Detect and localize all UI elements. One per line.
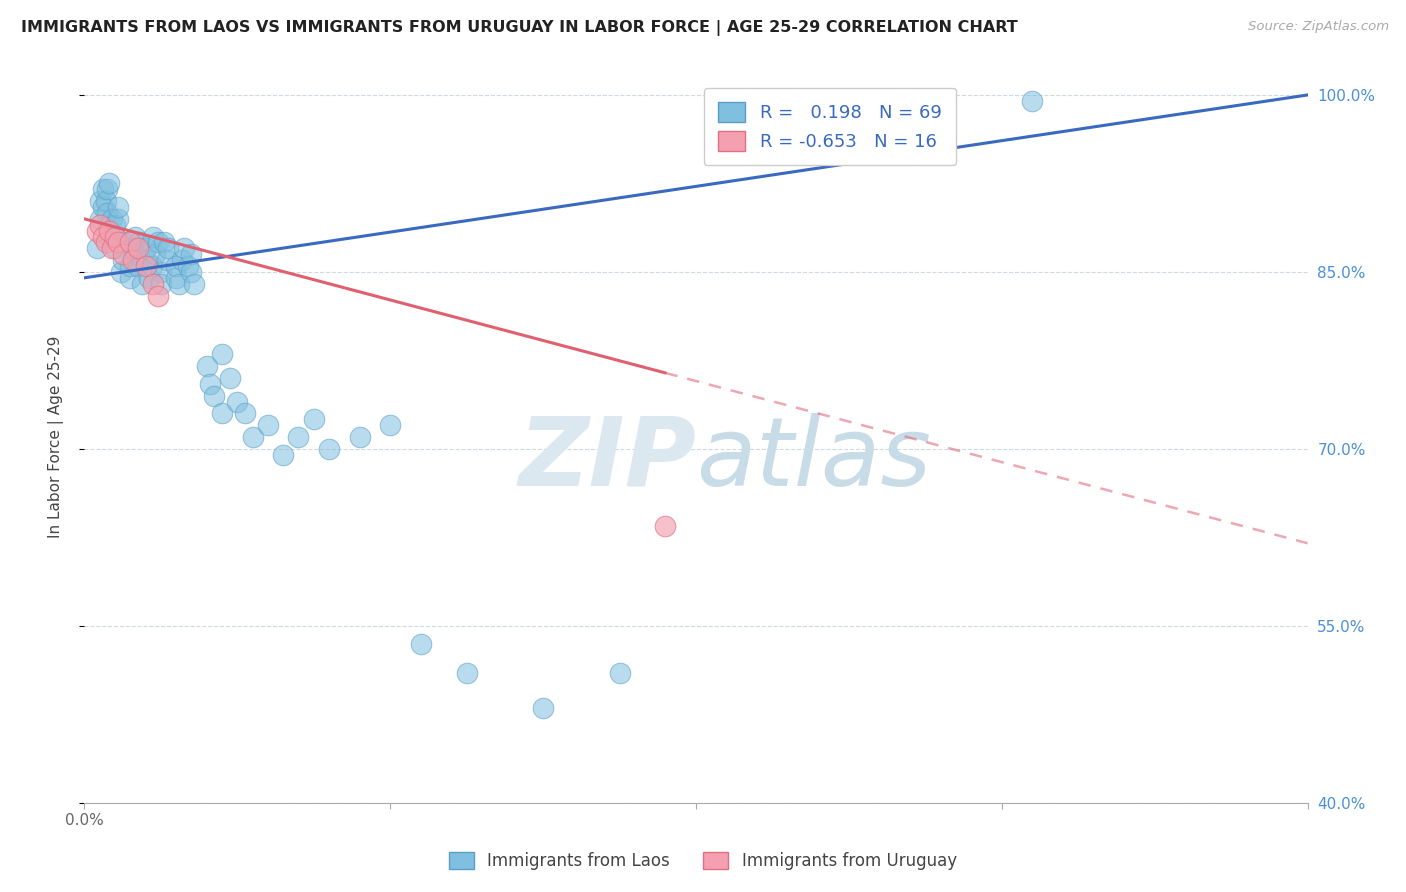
- Point: [104, 218, 127, 232]
- Point: [167, 277, 190, 291]
- Point: [302, 412, 325, 426]
- Point: [180, 247, 202, 261]
- Point: [177, 259, 200, 273]
- Point: [91, 229, 114, 244]
- Point: [120, 259, 142, 273]
- Point: [101, 241, 124, 255]
- Point: [172, 253, 194, 268]
- Point: [104, 241, 127, 255]
- Point: [195, 359, 218, 374]
- Text: Source: ZipAtlas.com: Source: ZipAtlas.com: [1249, 20, 1389, 33]
- Point: [153, 235, 176, 250]
- Point: [97, 177, 120, 191]
- Point: [97, 229, 120, 244]
- Point: [1021, 94, 1043, 108]
- Point: [91, 200, 114, 214]
- Point: [94, 235, 117, 250]
- Point: [165, 270, 187, 285]
- Point: [107, 211, 129, 226]
- Point: [149, 277, 172, 291]
- Point: [380, 418, 402, 433]
- Point: [120, 270, 142, 285]
- Point: [111, 247, 134, 261]
- Point: [143, 247, 166, 261]
- Point: [128, 235, 150, 250]
- Point: [271, 448, 294, 462]
- Point: [111, 253, 134, 268]
- Point: [654, 518, 676, 533]
- Point: [89, 194, 111, 208]
- Point: [287, 430, 309, 444]
- Point: [138, 270, 160, 285]
- Point: [127, 259, 149, 273]
- Point: [96, 206, 118, 220]
- Point: [111, 235, 134, 250]
- Point: [135, 259, 157, 273]
- Point: [173, 241, 195, 255]
- Point: [94, 194, 117, 208]
- Point: [318, 442, 340, 456]
- Point: [156, 253, 179, 268]
- Point: [86, 241, 108, 255]
- Point: [125, 247, 148, 261]
- Point: [349, 430, 371, 444]
- Point: [141, 259, 163, 273]
- Point: [120, 235, 142, 250]
- Point: [104, 229, 127, 244]
- Point: [218, 371, 240, 385]
- Point: [91, 182, 114, 196]
- Point: [226, 394, 249, 409]
- Point: [146, 288, 169, 302]
- Text: atlas: atlas: [696, 412, 931, 506]
- Point: [409, 636, 432, 650]
- Point: [89, 211, 111, 226]
- Point: [149, 265, 172, 279]
- Point: [211, 407, 233, 421]
- Point: [456, 666, 478, 681]
- Point: [135, 253, 157, 268]
- Point: [122, 253, 145, 268]
- Text: IMMIGRANTS FROM LAOS VS IMMIGRANTS FROM URUGUAY IN LABOR FORCE | AGE 25-29 CORRE: IMMIGRANTS FROM LAOS VS IMMIGRANTS FROM …: [21, 20, 1018, 36]
- Point: [183, 277, 205, 291]
- Point: [202, 389, 225, 403]
- Legend: Immigrants from Laos, Immigrants from Uruguay: Immigrants from Laos, Immigrants from Ur…: [443, 845, 963, 877]
- Point: [124, 229, 146, 244]
- Point: [86, 224, 108, 238]
- Point: [211, 347, 233, 361]
- Point: [242, 430, 264, 444]
- Point: [96, 182, 118, 196]
- Point: [135, 241, 157, 255]
- Point: [157, 241, 180, 255]
- Point: [89, 218, 111, 232]
- Point: [104, 229, 127, 244]
- Point: [257, 418, 280, 433]
- Point: [110, 265, 132, 279]
- Point: [142, 277, 165, 291]
- Point: [131, 277, 153, 291]
- Point: [107, 235, 129, 250]
- Point: [107, 200, 129, 214]
- Point: [198, 376, 221, 391]
- Point: [97, 224, 120, 238]
- Point: [233, 407, 256, 421]
- Text: ZIP: ZIP: [517, 412, 696, 506]
- Point: [122, 241, 145, 255]
- Legend: R =   0.198   N = 69, R = -0.653   N = 16: R = 0.198 N = 69, R = -0.653 N = 16: [704, 87, 956, 165]
- Point: [127, 241, 149, 255]
- Point: [101, 211, 124, 226]
- Point: [180, 265, 202, 279]
- Point: [146, 235, 169, 250]
- Point: [165, 259, 187, 273]
- Point: [531, 701, 554, 715]
- Y-axis label: In Labor Force | Age 25-29: In Labor Force | Age 25-29: [48, 336, 63, 538]
- Point: [609, 666, 631, 681]
- Point: [142, 229, 165, 244]
